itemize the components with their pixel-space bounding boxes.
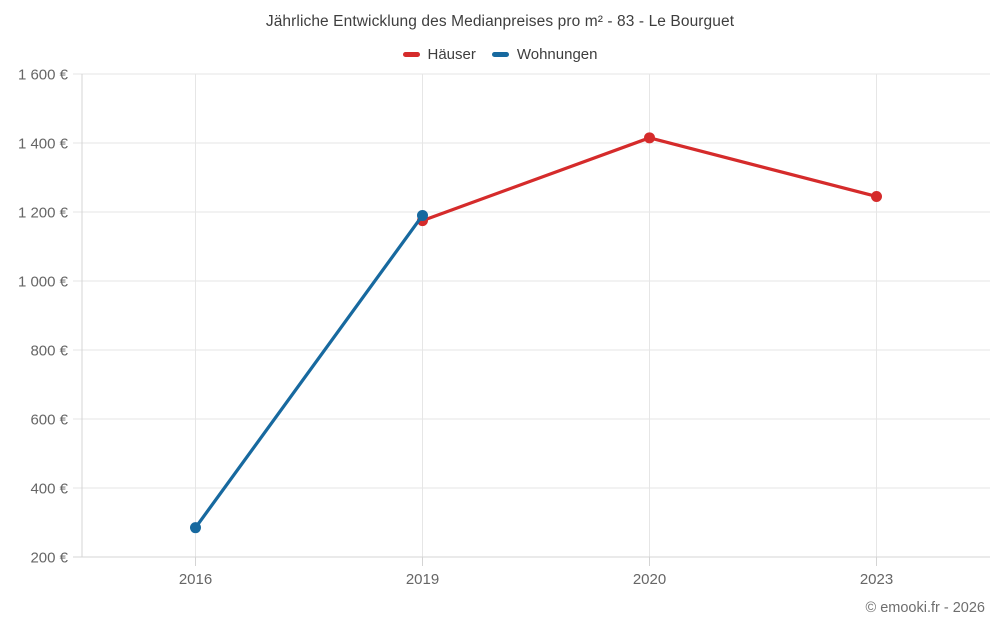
- series-line-wohnungen: [193, 213, 425, 530]
- data-point-häuser[interactable]: [871, 190, 882, 202]
- x-axis-tick-label: 2020: [633, 571, 666, 588]
- y-axis-tick-label: 200 €: [30, 550, 68, 567]
- x-axis-tick-label: 2023: [860, 571, 893, 588]
- legend-label-wohnungen: Wohnungen: [516, 46, 598, 63]
- data-point-häuser[interactable]: [644, 132, 655, 144]
- y-axis-tick-label: 600 €: [30, 412, 68, 429]
- x-axis-tick-label: 2019: [406, 571, 439, 588]
- legend-item-wohnungen[interactable]: Wohnungen: [491, 46, 598, 63]
- legend: Häuser Wohnungen: [0, 46, 1000, 63]
- legend-item-haeuser[interactable]: Häuser: [402, 46, 476, 63]
- y-axis-tick-label: 1 600 €: [18, 67, 69, 84]
- data-point-wohnungen[interactable]: [417, 209, 428, 221]
- y-axis-tick-label: 1 000 €: [18, 274, 69, 291]
- data-point-wohnungen[interactable]: [190, 522, 201, 534]
- copyright-footer: © emooki.fr - 2026: [865, 600, 985, 616]
- x-axis-tick-label: 2016: [179, 571, 212, 588]
- legend-swatch-haeuser-icon: [402, 52, 420, 57]
- legend-label-haeuser: Häuser: [427, 46, 476, 63]
- chart-title: Jährliche Entwicklung des Medianpreises …: [265, 13, 735, 30]
- y-axis-tick-label: 800 €: [30, 343, 68, 360]
- y-axis-tick-label: 1 400 €: [18, 136, 69, 153]
- legend-swatch-wohnungen-icon: [491, 52, 509, 57]
- y-axis-tick-label: 1 200 €: [18, 205, 69, 222]
- y-axis-tick-label: 400 €: [30, 481, 68, 498]
